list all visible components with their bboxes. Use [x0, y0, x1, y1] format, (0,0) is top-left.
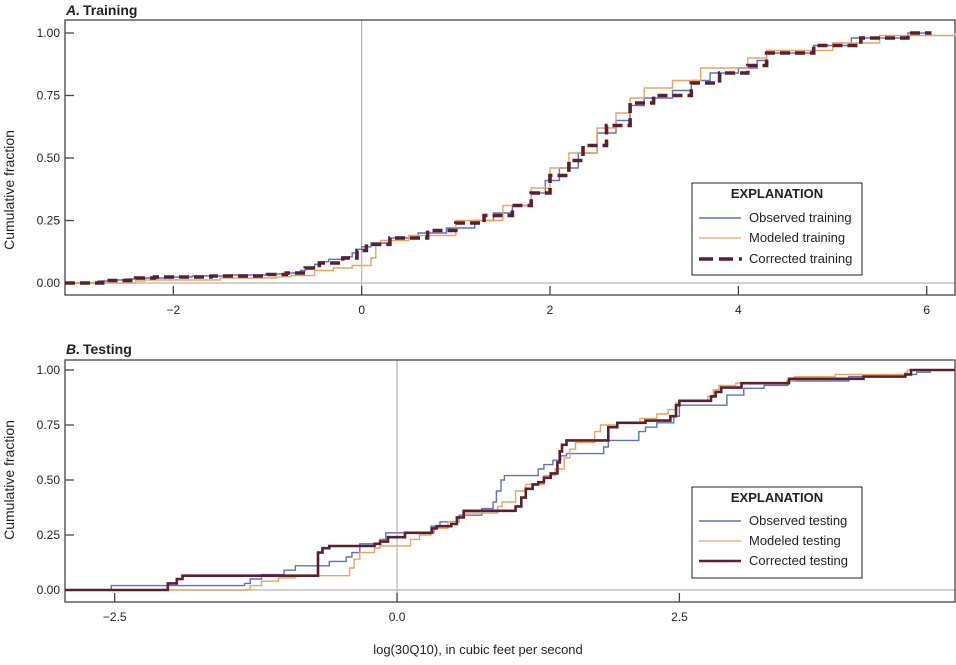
panel-a-y-axis-label: Cumulative fraction	[1, 130, 17, 250]
plot-frame	[64, 359, 956, 603]
x-tick-label: 0.0	[389, 610, 406, 624]
panel-a-training: A. Training Cumulative fraction 0.000.250…	[1, 2, 956, 317]
series-observed-step-line	[65, 32, 932, 284]
panel-b-title: B. Testing	[66, 341, 132, 357]
legend-label-corrected: Corrected training	[749, 251, 852, 266]
y-tick-label: 0.75	[37, 89, 61, 103]
panel-a-title: A. Training	[65, 2, 137, 18]
legend-title: EXPLANATION	[731, 186, 823, 201]
x-tick-label: 2.5	[671, 610, 688, 624]
x-tick-label: 6	[923, 303, 930, 317]
y-tick-label: 0.00	[37, 583, 61, 597]
panel-a-series	[65, 31, 956, 285]
y-tick-label: 1.00	[37, 363, 61, 377]
series-observed-step-line	[65, 369, 955, 591]
panel-b-series	[65, 368, 955, 592]
legend-title: EXPLANATION	[731, 490, 823, 505]
series-modeled-step-line	[65, 33, 956, 284]
legend-label-observed: Observed training	[749, 210, 852, 225]
y-tick-label: 0.75	[37, 418, 61, 432]
legend-label-observed: Observed testing	[749, 513, 847, 528]
y-tick-label: 0.50	[37, 151, 61, 165]
panel-b-testing: B. Testing Cumulative fraction 0.00 0.25 0.…	[1, 341, 956, 624]
x-tick-label: 4	[735, 303, 742, 317]
x-tick-label: −2.5	[103, 610, 127, 624]
x-tick-label: 0	[358, 303, 365, 317]
x-tick-label: −2	[166, 303, 180, 317]
y-tick-label: 0.50	[37, 473, 61, 487]
y-tick-label: 0.25	[37, 528, 61, 542]
series-corrected-step-line	[65, 31, 932, 285]
panel-b-y-axis-label: Cumulative fraction	[1, 420, 17, 540]
panel-a-axes: 0.00 0.25 0.50 0.75 1.00 −2 0 2 4 6	[37, 19, 956, 317]
legend-label-modeled: Modeled training	[749, 230, 845, 245]
x-axis-label: log(30Q10), in cubic feet per second	[373, 642, 583, 657]
panel-b-legend: EXPLANATION Observed testing Modeled tes…	[691, 486, 863, 579]
series-corrected-step-line	[65, 368, 955, 592]
panel-a-legend: EXPLANATION Observed training Modeled tr…	[691, 182, 863, 276]
x-tick-label: 2	[547, 303, 554, 317]
y-tick-label: 0.25	[37, 214, 61, 228]
legend-label-modeled: Modeled testing	[749, 533, 841, 548]
y-tick-label: 1.00	[37, 26, 61, 40]
y-tick-label: 0.00	[37, 276, 61, 290]
legend-label-corrected: Corrected testing	[749, 553, 848, 568]
